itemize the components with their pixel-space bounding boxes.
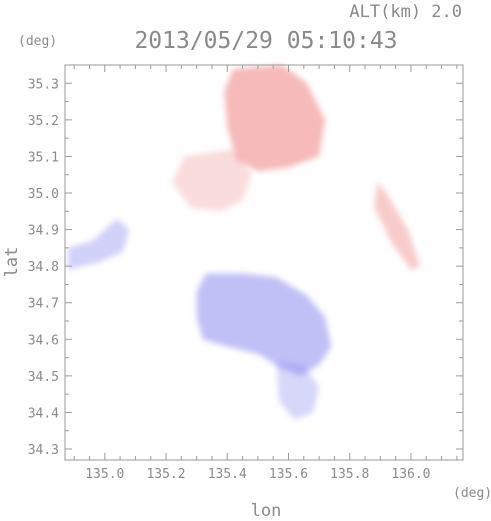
y-tick-label: 34.9	[28, 224, 59, 239]
x-axis-title: lon	[251, 501, 282, 521]
x-tick-label: 135.2	[146, 467, 185, 482]
echo-regions	[68, 65, 421, 420]
echo-region	[68, 218, 130, 270]
y-tick-label: 35.2	[28, 114, 59, 129]
x-tick-label: 135.6	[269, 467, 308, 482]
echo-region	[196, 273, 332, 376]
echo-region	[172, 149, 252, 212]
y-unit-label: (deg)	[18, 34, 57, 49]
echo-region	[276, 361, 320, 420]
y-axis-title: lat	[2, 247, 22, 278]
y-tick-label: 34.5	[28, 370, 59, 385]
x-tick-label: 135.4	[208, 467, 247, 482]
y-tick-label: 34.6	[28, 333, 59, 348]
y-tick-label: 34.3	[28, 443, 59, 458]
y-tick-label: 34.7	[28, 297, 59, 312]
y-tick-label: 35.1	[28, 150, 59, 165]
x-tick-label: 135.8	[330, 467, 369, 482]
y-tick-label: 34.8	[28, 260, 59, 275]
plot-frame	[64, 64, 464, 461]
y-tick-label: 35.3	[28, 77, 59, 92]
chart-title: 2013/05/29 05:10:43	[134, 28, 397, 54]
x-tick-label: 136.0	[391, 467, 430, 482]
axis-ticks: 135.0 135.2 135.4 135.6 135.8 136.0 34.3 34.4 34…	[28, 64, 463, 482]
y-tick-label: 34.4	[28, 406, 59, 421]
y-tick-label: 35.0	[28, 187, 59, 202]
echo-region	[374, 182, 421, 270]
x-tick-label: 135.0	[85, 467, 124, 482]
echo-region	[224, 65, 326, 172]
x-unit-label: (deg)	[453, 486, 491, 501]
altitude-label: ALT(km) 2.0	[349, 2, 462, 22]
